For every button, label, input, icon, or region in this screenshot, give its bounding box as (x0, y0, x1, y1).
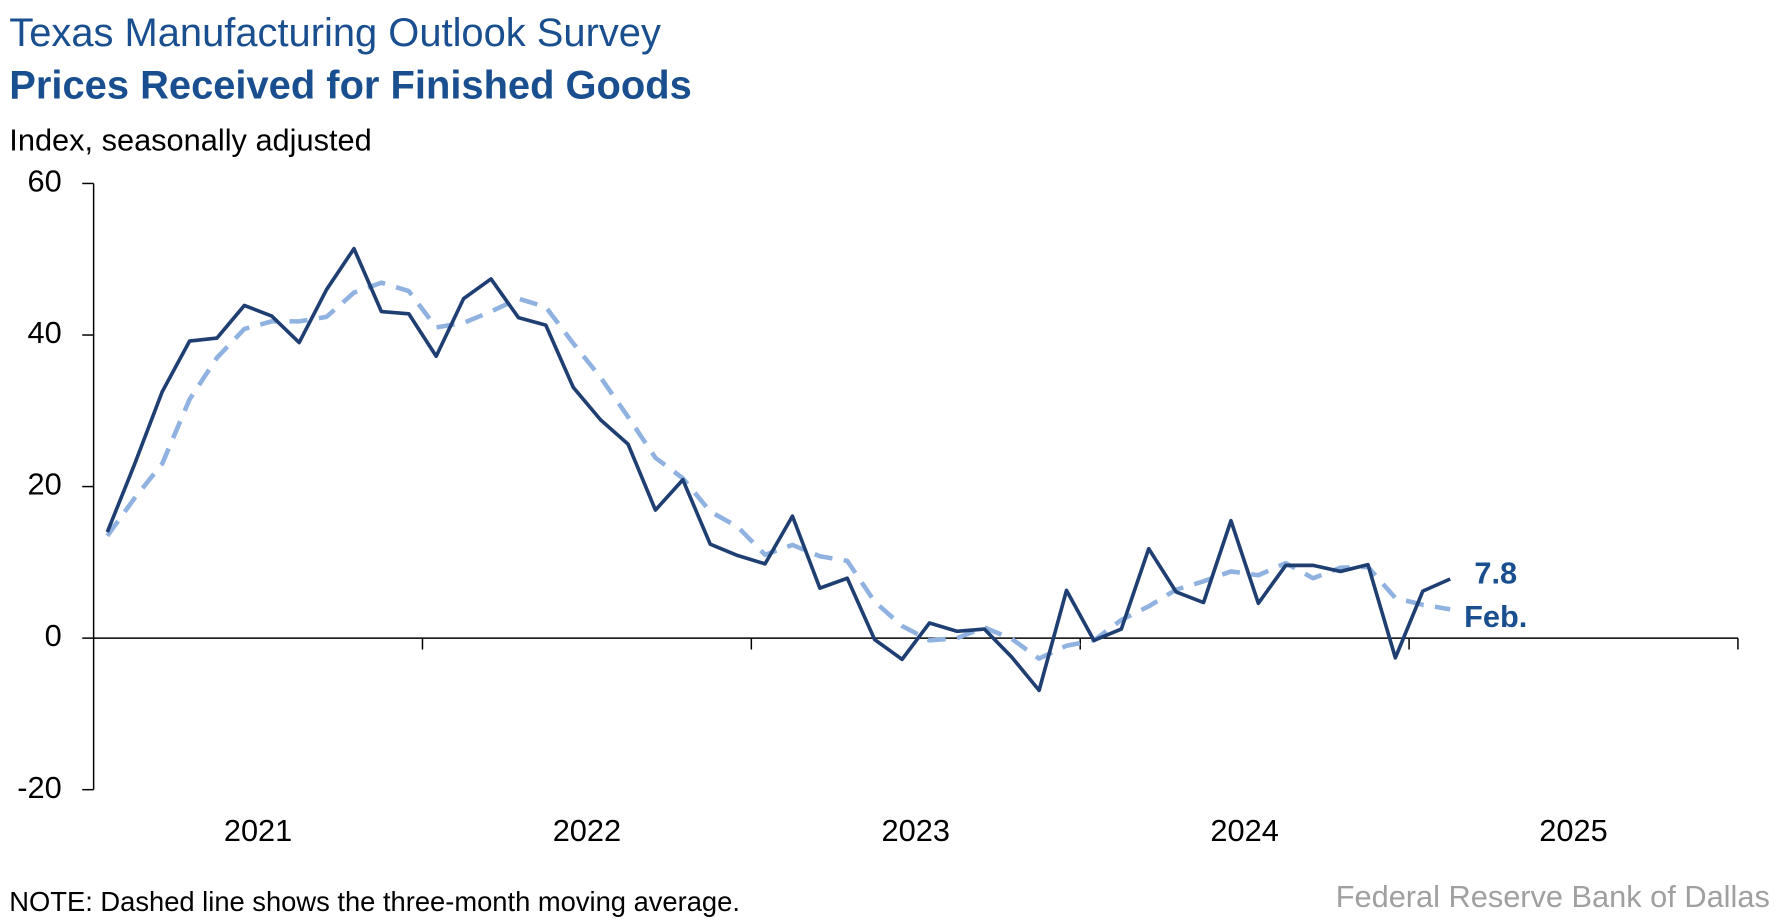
moving-average-line (105, 280, 1451, 661)
y-tick-label: 40 (27, 315, 61, 350)
x-tick-label: 2022 (553, 813, 621, 848)
y-tick-label: -20 (17, 770, 61, 805)
note: NOTE: Dashed line shows the three-month … (9, 886, 740, 917)
x-tick-label: 2024 (1210, 813, 1278, 848)
index-line (105, 246, 1451, 693)
y-axis-label: Index, seasonally adjusted (9, 123, 371, 158)
chart-title: Texas Manufacturing Outlook Survey (9, 11, 661, 55)
y-tick-label: 20 (27, 467, 61, 502)
x-tick-label: 2025 (1539, 813, 1607, 848)
end-value-label: 7.8 (1474, 556, 1517, 591)
x-tick-label: 2021 (224, 813, 292, 848)
chart-subtitle: Prices Received for Finished Goods (9, 63, 692, 107)
end-month-label: Feb. (1464, 599, 1527, 634)
y-tick-label: 0 (45, 618, 62, 653)
source: Federal Reserve Bank of Dallas (1336, 879, 1770, 914)
y-tick-label: 60 (27, 164, 61, 199)
x-tick-label: 2023 (882, 813, 950, 848)
